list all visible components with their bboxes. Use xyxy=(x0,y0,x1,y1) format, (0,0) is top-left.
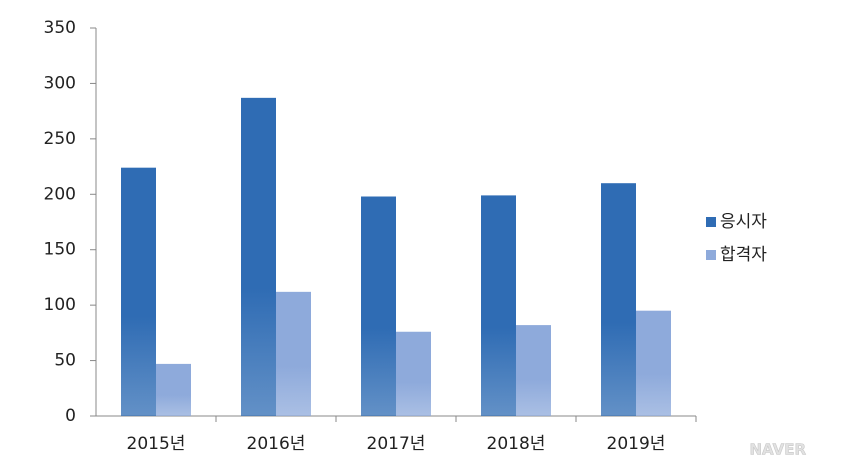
bar xyxy=(481,195,516,416)
bar xyxy=(601,183,636,416)
y-tick-label: 100 xyxy=(44,295,76,315)
y-tick-label: 200 xyxy=(44,184,76,204)
bar xyxy=(276,291,311,416)
x-tick-label: 2016년 xyxy=(247,434,306,454)
bar xyxy=(396,331,431,416)
bar xyxy=(156,363,191,416)
legend-swatch xyxy=(706,217,716,227)
y-tick-label: 250 xyxy=(44,129,76,149)
x-tick-label: 2017년 xyxy=(367,434,426,454)
watermark: NAVER xyxy=(749,441,806,459)
legend-label: 합격자 xyxy=(720,245,767,265)
y-tick-label: 300 xyxy=(44,73,76,93)
bar xyxy=(636,310,671,416)
y-tick-label: 50 xyxy=(54,351,76,371)
x-tick-label: 2019년 xyxy=(607,434,666,454)
x-tick-label: 2018년 xyxy=(487,434,546,454)
bar xyxy=(241,97,276,416)
legend-swatch xyxy=(706,250,716,260)
bar xyxy=(361,196,396,416)
bar xyxy=(516,325,551,416)
y-tick-label: 150 xyxy=(44,240,76,260)
x-tick-label: 2015년 xyxy=(127,434,186,454)
y-tick-label: 0 xyxy=(65,406,76,426)
y-tick-label: 350 xyxy=(44,18,76,38)
legend-label: 응시자 xyxy=(720,212,767,232)
bar xyxy=(121,167,156,416)
